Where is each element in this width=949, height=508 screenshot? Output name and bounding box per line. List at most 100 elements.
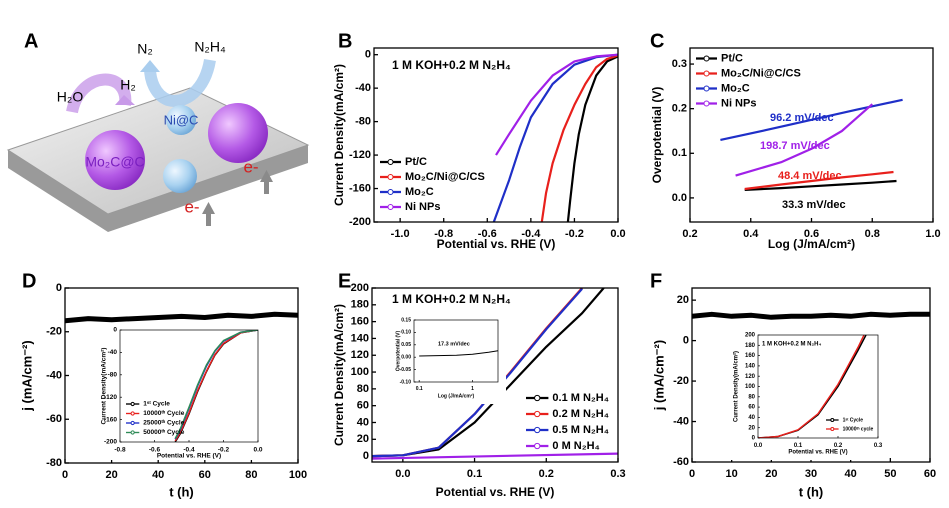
x-tick-label: 40 [152, 469, 164, 481]
legend-marker [703, 70, 710, 77]
legend-marker [130, 411, 135, 416]
x-tick-label: 0.6 [804, 228, 819, 240]
y-tick-label: -40 [46, 369, 62, 381]
y-tick-label: 40 [748, 415, 755, 421]
plate-edge [8, 145, 308, 232]
x-tick-label: 20 [105, 469, 117, 481]
y-tick-label: 0.05 [401, 342, 411, 348]
legend-label: 0.1 M N₂H₄ [552, 392, 609, 404]
series-line [735, 103, 874, 177]
sphere-ni [163, 159, 197, 193]
legend-label: Pt/C [405, 156, 427, 168]
y-tick-label: -60 [46, 413, 62, 425]
series-line [174, 330, 258, 439]
x-tick-label: 0 [689, 468, 695, 480]
label: Ni@C [164, 112, 199, 127]
x-tick-label: 0.4 [743, 228, 759, 240]
y-tick-label: -160 [349, 182, 371, 194]
plot-frame [413, 319, 499, 383]
legend-marker [130, 430, 135, 435]
y-axis-label: Current Density(mA/cm²) [332, 304, 346, 446]
annotation: 17.3 mV/dec [438, 341, 470, 347]
x-axis-label: t (h) [169, 484, 194, 499]
x-tick-label: 60 [924, 468, 936, 480]
series-line [492, 53, 618, 222]
annotation: 48.4 mV/dec [778, 170, 842, 182]
panel-label: A [24, 30, 38, 52]
label: e- [184, 197, 199, 216]
legend-marker [830, 418, 835, 422]
legend-label: 0.5 M N₂H₄ [552, 424, 609, 436]
y-tick-label: 140 [351, 332, 369, 344]
legend-marker [387, 159, 394, 165]
annotation: 33.3 mV/dec [782, 199, 846, 211]
x-tick-label: 0.2 [682, 228, 697, 240]
y-tick-label: -200 [104, 439, 117, 446]
y-axis-label: j (mA/cm⁻²) [19, 340, 34, 411]
y-tick-label: 80 [748, 394, 755, 400]
panel-label: B [338, 30, 352, 52]
legend-label: Ni NPs [721, 97, 756, 109]
legend-label: 1ˢᵗ Cycle [843, 417, 864, 423]
legend-label: Mo₂C [721, 82, 750, 94]
legend-label: Ni NPs [405, 201, 440, 213]
x-tick-label: -0.8 [114, 447, 126, 454]
x-tick-label: -0.6 [478, 228, 497, 240]
legend-marker [830, 427, 835, 431]
y-tick-label: -120 [104, 394, 117, 401]
legend-marker [130, 420, 135, 426]
legend-label: 10000ᵗʰ cycle [843, 426, 874, 432]
series-line [372, 452, 618, 460]
x-tick-label: -0.2 [218, 447, 230, 454]
y-tick-label: -20 [46, 326, 62, 338]
x-tick-label: 0.0 [754, 443, 763, 449]
y-tick-label: -0.05 [400, 367, 412, 373]
series-line [372, 288, 583, 458]
arrow-n2h4 [144, 58, 216, 107]
x-tick-label: 0.1 [416, 386, 423, 392]
legend-marker [703, 55, 710, 62]
y-tick-label: 140 [745, 363, 756, 369]
legend-marker [703, 85, 710, 92]
annotation: 96.2 mV/dec [770, 112, 834, 124]
x-tick-label: 60 [199, 469, 211, 481]
series-line [566, 55, 618, 222]
y-tick-label: 120 [351, 349, 369, 361]
y-tick-label: 0.2 [672, 103, 687, 115]
series-line [495, 53, 618, 156]
y-tick-label: 0 [56, 282, 62, 294]
annotation: 1 M KOH+0.2 M N₂H₄ [392, 292, 511, 306]
label: H₂O [57, 89, 84, 105]
y-axis-label: Current Density(mA/cm²) [733, 351, 740, 422]
legend-marker [534, 442, 541, 450]
x-tick-label: 20 [765, 468, 777, 480]
x-tick-label: 0.0 [395, 468, 410, 480]
x-tick-label: 0.2 [834, 443, 843, 449]
legend-label: 10000ᵗʰ Cycle [143, 410, 184, 417]
x-tick-label: 1 [471, 386, 474, 392]
label: N₂H₄ [194, 39, 226, 55]
legend-marker [387, 204, 394, 210]
legend-marker [387, 189, 394, 195]
y-tick-label: -40 [673, 415, 689, 427]
y-tick-label: 100 [745, 384, 756, 390]
x-tick-label: 30 [805, 468, 817, 480]
legend-marker [703, 100, 710, 107]
plot-frame [373, 47, 619, 223]
x-tick-label: -0.4 [183, 447, 195, 454]
legend-label: 0 M N₂H₄ [552, 440, 599, 452]
y-tick-label: 160 [351, 316, 369, 328]
legend-label: Mo₂C [405, 186, 434, 198]
legend-marker [534, 410, 541, 418]
x-tick-label: 80 [245, 469, 257, 481]
y-tick-label: -20 [673, 375, 689, 387]
y-tick-label: 200 [745, 333, 756, 339]
series-line [720, 98, 903, 141]
series-line [65, 311, 298, 324]
arrow-head [115, 95, 135, 105]
y-tick-label: -0.10 [400, 379, 412, 385]
plot-frame [119, 329, 259, 443]
y-tick-label: 0.00 [401, 355, 411, 361]
sphere-mo2c [85, 130, 145, 190]
